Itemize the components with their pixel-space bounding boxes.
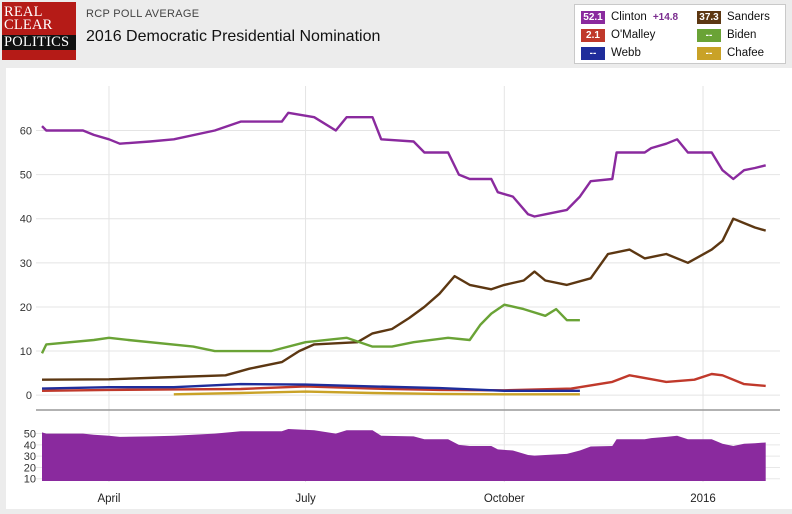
series-line-biden xyxy=(40,303,580,354)
legend-value-box: 37.3 xyxy=(697,10,721,24)
chart-subtitle: RCP POLL AVERAGE xyxy=(86,8,200,20)
y-tick-label: 30 xyxy=(20,258,32,270)
chart-header: REAL CLEAR POLITICS RCP POLL AVERAGE 201… xyxy=(0,0,792,68)
series-line-clinton xyxy=(41,111,766,218)
logo-line: REAL xyxy=(4,4,43,20)
series-line-sanders xyxy=(41,217,767,381)
legend-label: Clinton xyxy=(611,11,647,23)
series-line-omalley xyxy=(41,372,766,392)
y-tick-label: 50 xyxy=(20,170,32,182)
legend-item-sanders[interactable]: 37.3 Sanders xyxy=(697,10,770,24)
legend-label: Biden xyxy=(727,29,757,41)
y-tick-label: 0 xyxy=(26,390,32,402)
overview-y-tick-label: 50 xyxy=(24,429,36,441)
y-tick-label: 40 xyxy=(20,214,32,226)
y-tick-label: 60 xyxy=(20,125,32,137)
chart-area: 0 10 20 30 40 50 60 10 20 30 40 50 April July October 2… xyxy=(6,68,792,509)
legend-item-biden[interactable]: -- Biden xyxy=(697,28,756,42)
chart-title: 2016 Democratic Presidential Nomination xyxy=(86,28,381,45)
overview-y-tick-label: 20 xyxy=(24,462,36,474)
legend-value-box: 2.1 xyxy=(581,28,605,42)
rcp-logo: REAL CLEAR POLITICS xyxy=(2,2,76,60)
overview-y-tick-label: 10 xyxy=(24,474,36,486)
series-line-webb xyxy=(41,382,580,392)
legend: 52.1 Clinton +14.8 37.3 Sanders 2.1 O'Ma… xyxy=(574,4,786,64)
legend-value-box: 52.1 xyxy=(581,10,605,24)
x-tick-label: July xyxy=(295,493,316,505)
legend-item-omalley[interactable]: 2.1 O'Malley xyxy=(581,28,655,42)
x-tick-label: October xyxy=(484,493,525,505)
legend-item-webb[interactable]: -- Webb xyxy=(581,46,641,60)
overview-y-tick-label: 30 xyxy=(24,451,36,463)
overview-area xyxy=(42,429,766,481)
legend-label: O'Malley xyxy=(611,29,656,41)
legend-value-box: -- xyxy=(581,46,605,60)
legend-label: Sanders xyxy=(727,11,770,23)
logo-line: CLEAR xyxy=(4,17,53,33)
legend-value-box: -- xyxy=(697,46,721,60)
y-tick-label: 10 xyxy=(20,346,32,358)
legend-value-box: -- xyxy=(697,28,721,42)
legend-item-clinton[interactable]: 52.1 Clinton +14.8 xyxy=(581,10,678,24)
legend-label: Webb xyxy=(611,47,641,59)
logo-line: POLITICS xyxy=(2,35,76,50)
y-tick-label: 20 xyxy=(20,302,32,314)
legend-spread: +14.8 xyxy=(652,11,679,23)
overview-y-tick-label: 40 xyxy=(24,440,36,452)
series-line-chafee xyxy=(173,390,580,396)
legend-label: Chafee xyxy=(727,47,765,59)
x-tick-label: April xyxy=(97,493,120,505)
legend-item-chafee[interactable]: -- Chafee xyxy=(697,46,764,60)
x-tick-label: 2016 xyxy=(690,493,716,505)
